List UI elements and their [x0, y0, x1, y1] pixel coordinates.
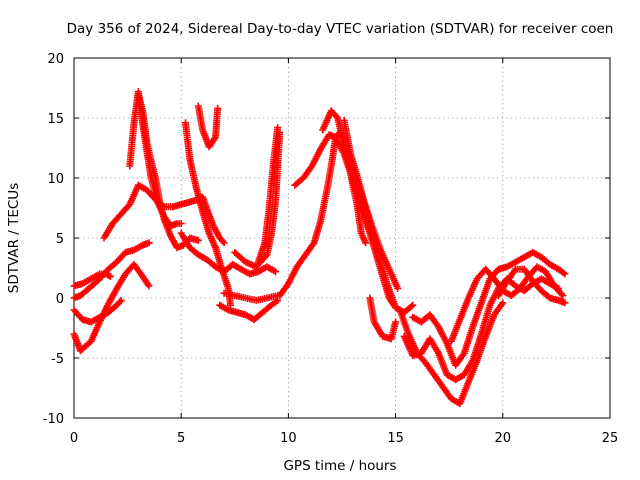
x-tick-label: 15: [387, 431, 404, 446]
data-point: [214, 104, 222, 112]
series-trace-11: [216, 296, 282, 324]
data-point: [194, 236, 202, 244]
chart-title: Day 356 of 2024, Sidereal Day-to-day VTE…: [67, 21, 614, 37]
grid-lines: [74, 58, 610, 418]
series-trace-16: [291, 131, 400, 312]
data-point: [145, 282, 153, 290]
x-tick-label: 25: [602, 431, 619, 446]
data-point: [561, 299, 569, 307]
data-point: [561, 270, 569, 278]
y-tick-label: 20: [47, 52, 64, 67]
x-tick-label: 0: [70, 431, 78, 446]
y-axis-label: SDTVAR / TECUs: [6, 183, 22, 293]
series-trace-4: [70, 296, 125, 326]
y-tick-label: -10: [43, 412, 64, 427]
data-point: [274, 124, 282, 132]
y-tick-label: -5: [51, 352, 64, 367]
y-tick-label: 0: [56, 292, 64, 307]
data-point: [272, 268, 280, 276]
series-trace-10: [177, 229, 280, 278]
series-trace-14: [254, 124, 282, 266]
data-markers: [70, 88, 569, 408]
series-trace-1: [70, 260, 153, 355]
data-point: [394, 284, 402, 292]
series-trace-7: [134, 90, 202, 252]
data-point: [559, 292, 567, 300]
series-trace-15: [276, 128, 370, 300]
data-point: [499, 299, 507, 307]
y-tick-label: 5: [56, 232, 64, 247]
series-trace-24: [495, 265, 569, 307]
series-trace-21: [400, 275, 563, 384]
axis-ticks: 0 5 10 15 20 25 -10 -5 0 5 10 15 20: [43, 52, 619, 446]
series-trace-9: [181, 119, 235, 309]
data-point: [220, 239, 228, 247]
y-tick-label: 15: [47, 112, 64, 127]
series-trace-23: [447, 263, 567, 345]
data-point: [392, 318, 400, 326]
data-point: [145, 239, 153, 247]
series-trace-8: [194, 102, 222, 151]
series-trace-18: [340, 116, 402, 292]
x-tick-label: 5: [177, 431, 185, 446]
data-point: [362, 239, 370, 247]
data-point: [177, 220, 185, 228]
series-trace-19: [366, 294, 400, 343]
data-point: [409, 301, 417, 309]
series-trace-13: [231, 128, 284, 271]
series-trace-20: [396, 299, 507, 408]
data-point: [407, 302, 415, 310]
series-trace-2: [70, 270, 114, 290]
series-trace-3: [70, 239, 153, 302]
series-trace-12: [220, 289, 282, 304]
x-tick-label: 10: [280, 431, 297, 446]
data-point: [106, 272, 114, 280]
y-tick-label: 10: [47, 172, 64, 187]
data-point: [117, 296, 125, 304]
x-axis-label: GPS time / hours: [283, 458, 396, 474]
x-tick-label: 20: [495, 431, 512, 446]
